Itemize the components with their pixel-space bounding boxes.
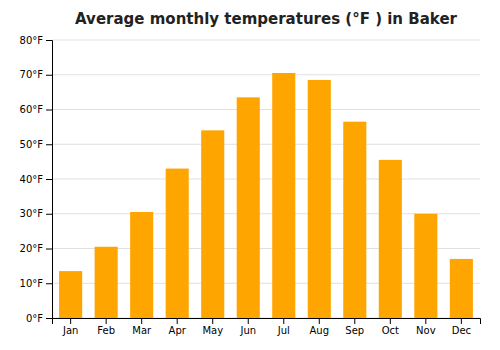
y-tick-label: 70°F [20,69,44,80]
y-tick-mark [46,144,52,145]
y-tick-label: 10°F [20,278,44,289]
x-tick-label: Mar [132,325,152,336]
grid-line [52,109,480,110]
x-tick-mark [70,318,71,324]
x-tick: Feb [97,318,115,336]
x-tick: Mar [132,318,152,336]
x-tick: Jan [62,318,78,336]
y-tick-mark [46,75,52,76]
plot: Jan Feb Mar Apr May Jun Jul Aug Sep Oct Nov Dec 0°F 1… [20,35,481,336]
x-tick-label: Jul [277,325,290,336]
x-tick-mark [248,318,249,324]
y-tick: 20°F [20,243,52,254]
y-tick-mark [46,40,52,41]
bar [59,271,82,318]
x-tick-mark [425,318,426,324]
grid-line [52,40,480,41]
x-tick-label: Nov [416,325,436,336]
y-tick-mark [46,318,52,319]
x-tick-label: Feb [97,325,115,336]
y-tick-mark [46,249,52,250]
grid-line [52,74,480,75]
grid-line [52,144,480,145]
y-tick-mark [46,214,52,215]
x-tick-mark [354,318,355,324]
x-tick-label: Dec [452,325,471,336]
y-axis-line [46,41,53,319]
title: Average monthly temperatures (°F ) in Ba… [75,10,458,28]
y-tick: 70°F [20,69,52,80]
x-axis-line [53,319,481,325]
x-tick: Nov [416,318,436,336]
x-tick-mark [319,318,320,324]
y-tick-label: 0°F [26,313,43,324]
grid [52,40,480,318]
bar [201,130,224,318]
y-tick-label: 30°F [20,208,44,219]
y-tick-mark [46,110,52,111]
x-tick-label: Aug [310,325,330,336]
y-tick: 50°F [20,139,52,150]
y-tick-mark [46,179,52,180]
x-tick-label: May [202,325,223,336]
y-tick-label: 60°F [20,104,44,115]
x-tick-label: Sep [345,325,364,336]
y-tick: 80°F [20,35,52,46]
bar [343,122,366,318]
x-tick-label: Jun [239,325,256,336]
y-axis: 0°F 10°F 20°F 30°F 40°F 50°F 60°F 70°F 80°F [20,35,53,324]
y-tick-label: 80°F [20,35,44,46]
y-tick: 40°F [20,174,52,185]
x-tick: Dec [452,318,471,336]
bar [308,80,331,318]
y-tick: 0°F [26,313,52,324]
x-axis: Jan Feb Mar Apr May Jun Jul Aug Sep Oct Nov Dec [53,318,481,336]
y-tick: 10°F [20,278,52,289]
bar [379,160,402,318]
chart: Jan Feb Mar Apr May Jun Jul Aug Sep Oct Nov Dec 0°F 1… [0,0,500,350]
x-tick-mark [283,318,284,324]
bars [59,73,473,318]
x-tick: Apr [169,318,187,336]
x-tick-label: Apr [169,325,187,336]
x-tick-mark [177,318,178,324]
bar [166,169,189,318]
x-tick-mark [390,318,391,324]
x-tick-mark [212,318,213,324]
x-tick-label: Oct [382,325,399,336]
y-tick-label: 20°F [20,243,44,254]
y-tick-label: 40°F [20,174,44,185]
bar [130,212,153,318]
x-tick: Oct [382,318,399,336]
x-tick: Jul [277,318,290,336]
bar [450,259,473,318]
y-tick: 30°F [20,208,52,219]
x-tick: Jun [239,318,256,336]
x-tick-mark [106,318,107,324]
x-tick-mark [141,318,142,324]
x-tick: Aug [310,318,330,336]
bar [237,97,260,318]
y-tick-label: 50°F [20,139,44,150]
x-tick: May [202,318,223,336]
x-tick: Sep [345,318,364,336]
bar [272,73,295,318]
bar [95,247,118,318]
grid-line [52,179,480,180]
bar [414,214,437,318]
y-tick-mark [46,283,52,284]
y-tick: 60°F [20,104,52,115]
x-tick-label: Jan [62,325,78,336]
x-tick-mark [461,318,462,324]
